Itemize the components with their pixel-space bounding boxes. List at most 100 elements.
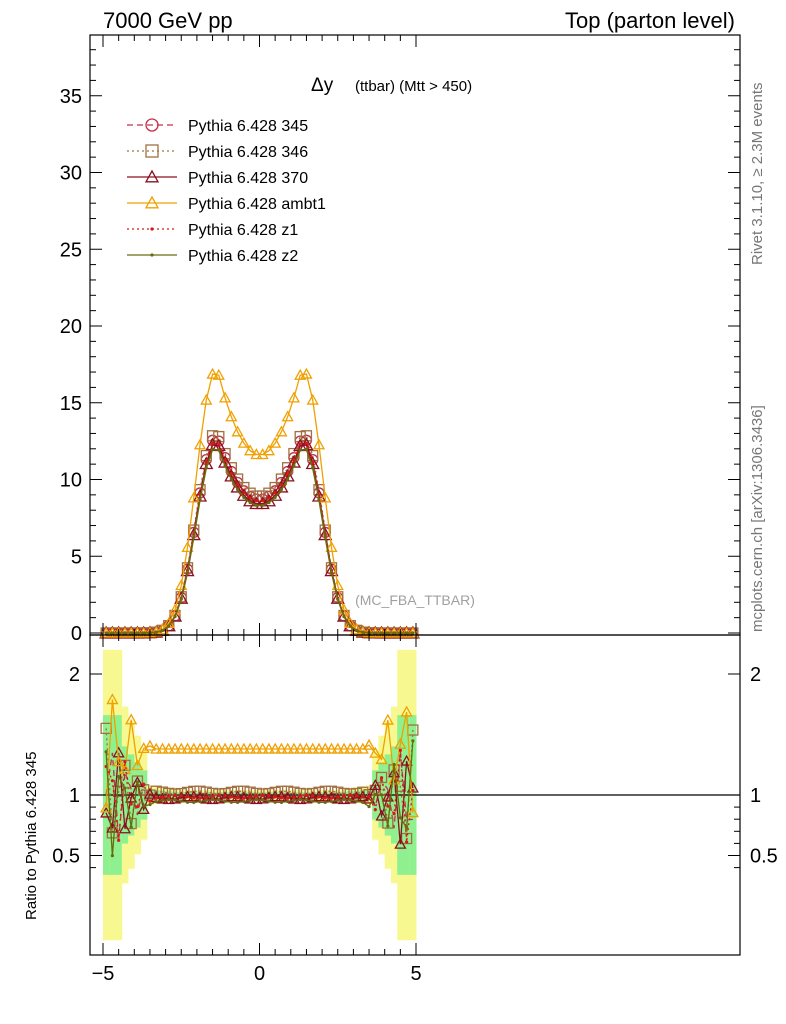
data-point <box>213 430 225 443</box>
data-point <box>267 799 271 803</box>
data-point <box>192 796 196 800</box>
data-point <box>129 631 133 635</box>
plot-title-main: Δy <box>311 75 334 96</box>
data-point <box>344 742 357 754</box>
data-point <box>300 742 313 754</box>
data-point <box>348 798 352 802</box>
data-point <box>269 790 282 802</box>
data-point <box>292 464 296 468</box>
data-point <box>204 798 208 802</box>
data-point <box>381 713 394 725</box>
data-point <box>311 794 315 798</box>
data-point <box>273 490 277 495</box>
data-point <box>206 367 219 379</box>
data-point <box>148 799 152 803</box>
data-point <box>204 795 208 800</box>
data-point <box>406 806 419 818</box>
data-point <box>262 444 275 456</box>
data-point <box>137 803 150 815</box>
legend-label: Pythia 6.428 346 <box>188 144 308 161</box>
data-point <box>231 425 244 437</box>
legend-label: Pythia 6.428 ambt1 <box>188 196 326 213</box>
data-point <box>398 816 402 820</box>
data-point <box>411 739 415 743</box>
data-point <box>235 796 240 800</box>
data-point <box>386 824 390 828</box>
data-point <box>323 800 327 805</box>
data-point <box>160 798 165 802</box>
plot-title-sub: (ttbar) (Mtt > 450) <box>355 78 472 95</box>
data-point <box>210 794 215 798</box>
data-point <box>348 793 352 797</box>
data-point <box>118 822 132 834</box>
header-left: 7000 GeV pp <box>103 8 233 33</box>
data-point <box>187 742 200 754</box>
data-point <box>198 497 202 502</box>
data-point <box>100 801 113 813</box>
data-point <box>319 790 332 802</box>
data-point <box>386 804 390 808</box>
data-point <box>110 853 114 858</box>
data-point <box>237 742 250 754</box>
data-point <box>279 487 284 492</box>
data-point <box>392 631 396 635</box>
data-point <box>319 491 332 503</box>
data-point <box>379 793 384 797</box>
data-point <box>167 624 171 628</box>
data-point <box>317 795 321 799</box>
data-point <box>217 442 221 446</box>
data-point <box>181 742 194 754</box>
data-point <box>337 793 351 805</box>
data-point <box>218 391 232 403</box>
ratio-series-layer <box>100 693 419 858</box>
data-point <box>329 796 334 800</box>
ratio-ylabel: Ratio to Pythia 6.428 345 <box>23 752 40 920</box>
data-point <box>298 442 302 446</box>
y-tick-label: 25 <box>60 239 82 261</box>
data-point <box>212 368 225 380</box>
data-point <box>294 742 307 754</box>
data-point <box>117 838 121 842</box>
data-point <box>392 811 396 816</box>
data-point <box>312 742 326 754</box>
data-point <box>244 792 257 804</box>
legend-item: Pythia 6.428 z2 <box>127 248 298 265</box>
data-point <box>261 793 265 797</box>
data-point <box>210 798 215 802</box>
data-point <box>379 631 384 635</box>
data-point <box>254 499 258 503</box>
data-point <box>206 793 219 805</box>
data-point <box>154 796 158 800</box>
data-point <box>250 448 263 460</box>
main-axis-ticks: 0 5 10 15 20 25 30 35 <box>60 35 740 645</box>
data-point <box>304 447 309 451</box>
header-right: Top (parton level) <box>565 8 735 33</box>
data-point <box>275 790 288 802</box>
data-point <box>229 477 233 481</box>
data-point <box>280 468 295 482</box>
legend-item: Pythia 6.428 ambt1 <box>127 195 326 213</box>
data-point <box>292 798 296 802</box>
data-point <box>223 794 227 798</box>
data-point <box>179 597 183 601</box>
data-point <box>238 785 250 797</box>
data-point <box>173 793 177 798</box>
y-tick-label: 10 <box>60 470 82 492</box>
data-point <box>210 447 215 451</box>
data-point <box>229 795 233 799</box>
data-point <box>225 742 238 754</box>
data-point <box>123 631 127 635</box>
data-point <box>275 425 288 437</box>
data-point <box>411 631 415 635</box>
data-point <box>304 798 309 802</box>
data-point <box>287 391 301 403</box>
data-point <box>354 799 359 803</box>
y-tick-label: 30 <box>60 163 82 185</box>
data-point <box>179 794 183 798</box>
data-point <box>405 826 409 830</box>
data-point <box>373 631 377 635</box>
data-point <box>294 793 307 805</box>
data-point <box>274 479 289 493</box>
data-point <box>361 800 365 804</box>
